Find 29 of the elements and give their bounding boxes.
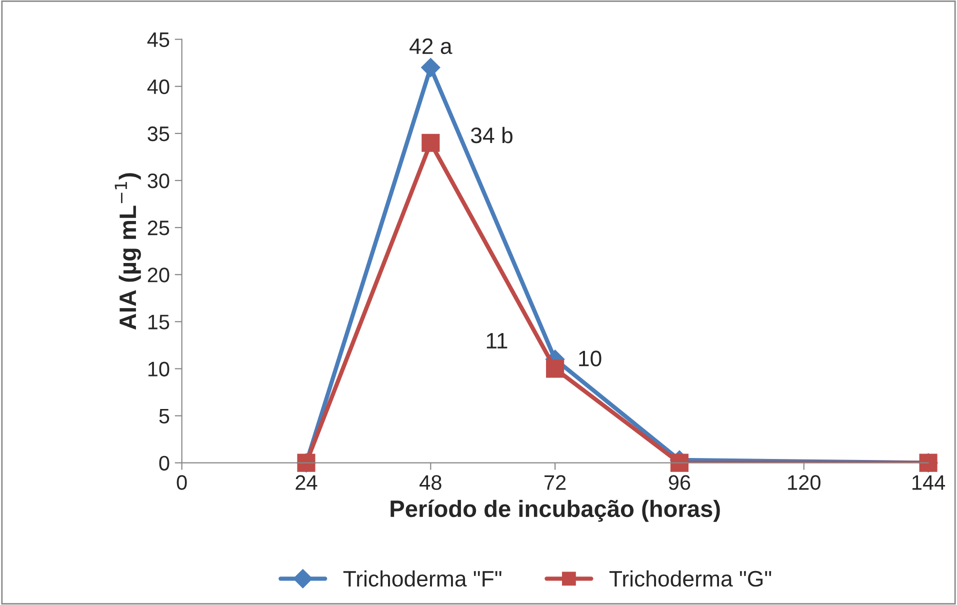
- x-tick-label: 24: [296, 475, 318, 490]
- x-tick-label: 96: [668, 475, 690, 490]
- y-tick-label: 25: [148, 220, 170, 236]
- x-axis-title: Período de incubação (horas): [390, 500, 720, 522]
- x-tick-label: 72: [544, 475, 566, 490]
- legend-label: Trichoderma "G": [609, 570, 772, 587]
- data-label: 10: [579, 350, 602, 366]
- y-tick-label: 20: [148, 268, 170, 282]
- y-tick-label: 10: [148, 362, 170, 376]
- y-tick-label: 0: [159, 456, 170, 471]
- x-tick-label: 120: [788, 475, 820, 490]
- point: [422, 134, 440, 152]
- y-tick-label: 15: [148, 314, 170, 330]
- data-label: 42 a: [410, 38, 452, 54]
- y-axis-title: AIA (µg mL$^{−1}$): [114, 173, 141, 330]
- y-tick-label: 35: [148, 126, 170, 142]
- point: [670, 454, 688, 472]
- x-tick-label: 144: [912, 475, 946, 490]
- x-tick-label: 48: [420, 475, 442, 490]
- y-tick-label: 30: [148, 173, 170, 188]
- data-label: 11: [486, 333, 508, 348]
- x-tick-label: 0: [176, 475, 187, 490]
- data-label: 34 b: [470, 126, 512, 144]
- y-tick-label: 40: [147, 79, 170, 94]
- y-tick-label: 45: [147, 32, 170, 48]
- y-tick-label: 5: [159, 408, 170, 424]
- point: [421, 58, 440, 78]
- point: [546, 360, 564, 378]
- legend-label: Trichoderma "F": [343, 570, 502, 587]
